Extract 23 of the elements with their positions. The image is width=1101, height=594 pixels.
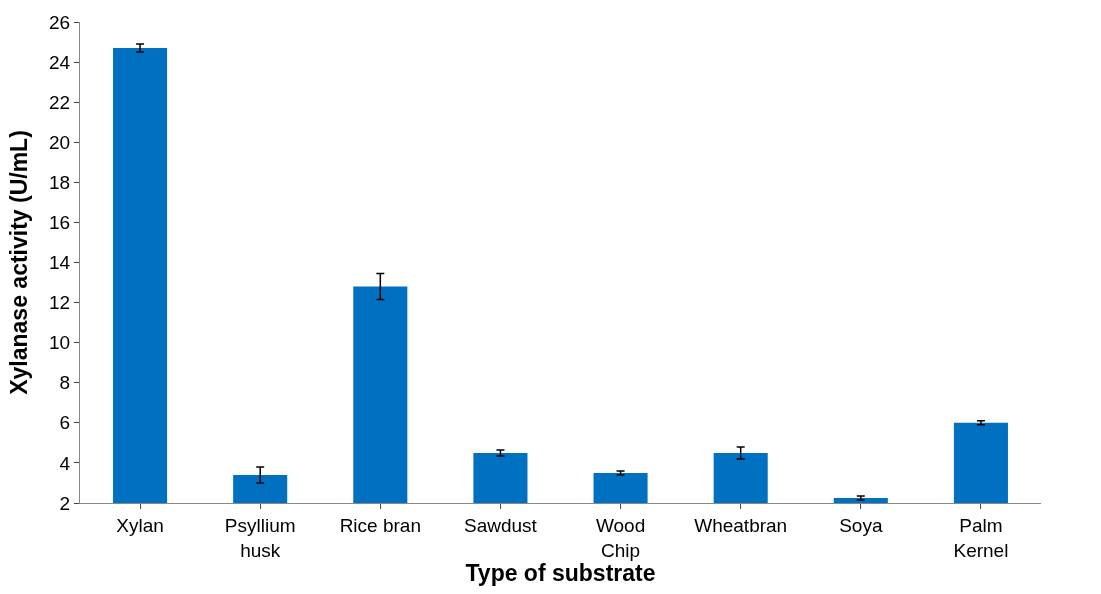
x-tick-label: Xylan bbox=[116, 514, 164, 536]
y-tick-label: 4 bbox=[59, 452, 71, 474]
x-tick-label: Palm Kernel bbox=[953, 514, 1009, 561]
x-tick-label: Sawdust bbox=[464, 514, 538, 536]
y-tick-label: 2 bbox=[59, 492, 71, 514]
y-tick-label: 18 bbox=[49, 171, 71, 193]
y-axis-title: Xylanase activity (U/mL) bbox=[5, 130, 32, 395]
y-tick-label: 6 bbox=[59, 412, 71, 434]
x-tick-label: Wood Chip bbox=[595, 514, 646, 561]
y-tick-label: 8 bbox=[59, 372, 71, 394]
x-tick-label: Soya bbox=[839, 514, 883, 536]
x-tick-label: Rice bran bbox=[339, 514, 421, 536]
y-tick-label: 16 bbox=[49, 212, 71, 234]
y-tick-label: 10 bbox=[49, 332, 71, 354]
y-tick-label: 24 bbox=[49, 51, 71, 73]
y-tick-label: 20 bbox=[49, 131, 71, 153]
y-tick-label: 26 bbox=[49, 11, 71, 33]
x-tick-label: Wheatbran bbox=[694, 514, 788, 536]
x-tick-label: Psyllium husk bbox=[224, 514, 296, 561]
y-tick-label: 14 bbox=[49, 252, 71, 274]
y-tick-label: 22 bbox=[49, 91, 71, 113]
x-axis-title: Type of substrate bbox=[465, 560, 656, 587]
y-tick-label: 12 bbox=[49, 292, 71, 314]
